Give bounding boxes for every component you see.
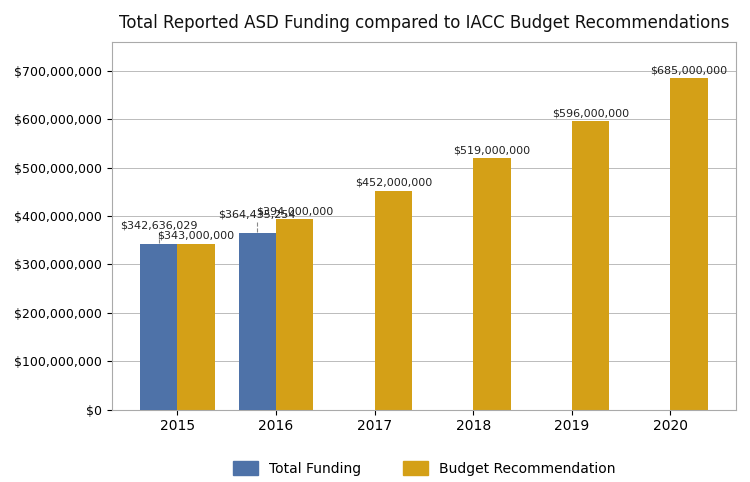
Text: $364,435,254: $364,435,254 [218, 210, 296, 220]
Bar [572, 121, 609, 410]
Bar [140, 244, 178, 410]
Bar [670, 78, 708, 410]
Text: $685,000,000: $685,000,000 [650, 65, 728, 75]
Text: $342,636,029: $342,636,029 [120, 220, 197, 230]
Bar [276, 219, 314, 410]
Legend: Total Funding, Budget Recommendation: Total Funding, Budget Recommendation [232, 461, 615, 476]
Text: $394,000,000: $394,000,000 [256, 206, 333, 216]
Title: Total Reported ASD Funding compared to IACC Budget Recommendations: Total Reported ASD Funding compared to I… [118, 14, 729, 32]
Text: $519,000,000: $519,000,000 [453, 146, 530, 156]
Text: $452,000,000: $452,000,000 [355, 178, 432, 188]
Text: $343,000,000: $343,000,000 [158, 231, 235, 241]
Text: $596,000,000: $596,000,000 [552, 108, 629, 118]
Bar [473, 159, 511, 410]
Bar [178, 243, 215, 410]
Bar [238, 233, 276, 410]
Bar [374, 191, 412, 410]
